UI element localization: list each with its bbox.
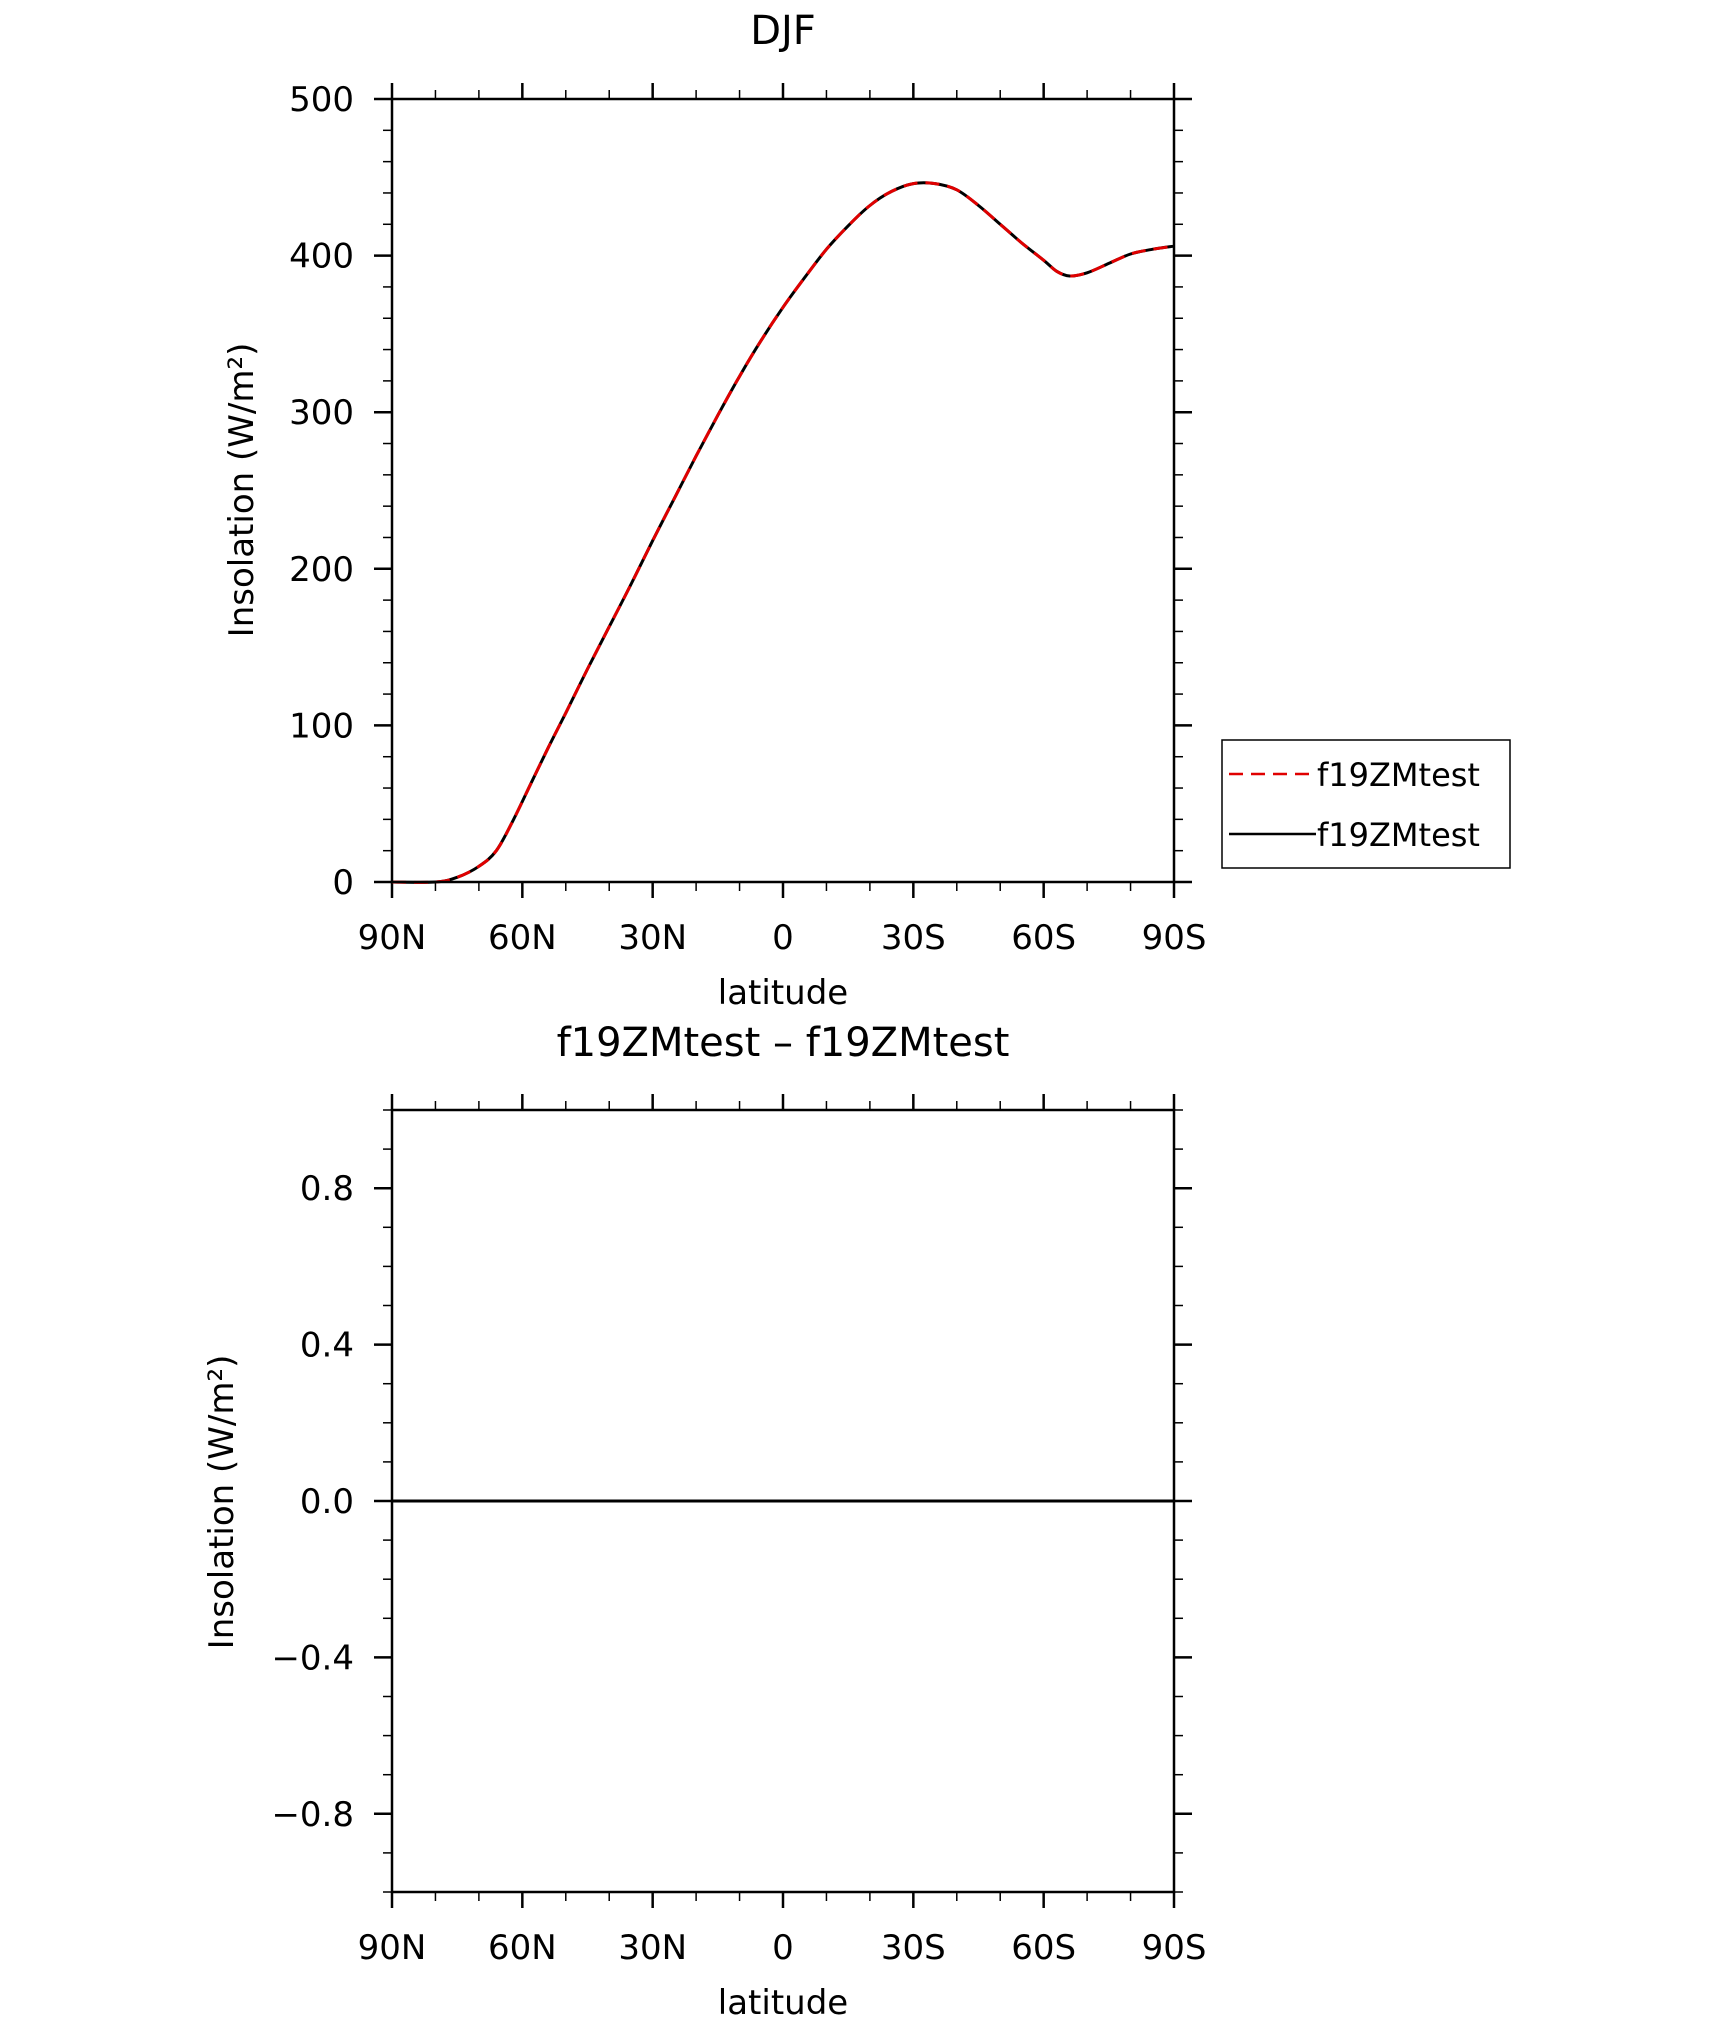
x-tick-label: 30S [881, 1928, 946, 1968]
tick-label-group: 90N 60N 30N 0 30S 60S 90S −0.8 −0.4 0.0 0.4 0.8 [271, 1169, 1206, 1968]
y-axis-label: Insolation (W/m²) [202, 1355, 242, 1650]
y-tick-label: 0.4 [300, 1326, 354, 1366]
x-axis-label: latitude [718, 1983, 848, 2021]
y-axis-label: Insolation (W/m²) [222, 343, 262, 638]
x-tick-label: 60N [488, 1928, 557, 1968]
x-tick-label: 60S [1011, 918, 1076, 958]
legend-label-f19zmtest-dashed: f19ZMtest [1317, 756, 1480, 794]
y-tick-label: 400 [289, 237, 354, 277]
chart-panel-djf: DJF Insolation (W/m²) latitude 90N 60N 30N… [222, 8, 1511, 1013]
legend-label-f19zmtest-solid: f19ZMtest [1317, 816, 1480, 854]
x-tick-label: 60S [1011, 1928, 1076, 1968]
x-tick-label: 90S [1142, 1928, 1207, 1968]
y-tick-label: −0.4 [271, 1638, 354, 1678]
y-tick-label: −0.8 [271, 1795, 354, 1835]
y-tick-label: 500 [289, 80, 354, 120]
tick-label-group: 90N 60N 30N 0 30S 60S 90S 0 100 200 300 400 500 [289, 80, 1206, 958]
series-group [391, 181, 1175, 884]
tick-group [374, 1094, 1192, 1908]
x-tick-label: 0 [772, 1928, 794, 1968]
x-tick-label: 90S [1142, 918, 1207, 958]
y-tick-label: 0.8 [300, 1169, 354, 1209]
y-tick-label: 300 [289, 393, 354, 433]
y-tick-label: 0 [332, 863, 354, 903]
series-line-solid [391, 181, 1175, 884]
y-tick-label: 200 [289, 550, 354, 590]
y-tick-label: 0.0 [300, 1482, 354, 1522]
x-tick-label: 90N [358, 918, 427, 958]
plot-frame [390, 1108, 1176, 1894]
x-tick-label: 30S [881, 918, 946, 958]
series-line-dashed [391, 181, 1175, 884]
tick-group [374, 83, 1192, 898]
legend: f19ZMtest f19ZMtest [1221, 739, 1511, 869]
chart-title: f19ZMtest – f19ZMtest [557, 1020, 1010, 1066]
chart-title: DJF [750, 8, 816, 54]
plot-frame [390, 97, 1176, 884]
chart-panel-difference: f19ZMtest – f19ZMtest Insolation (W/m²) … [202, 1020, 1206, 2021]
x-tick-label: 90N [358, 1928, 427, 1968]
x-axis-label: latitude [718, 973, 848, 1013]
y-tick-label: 100 [289, 706, 354, 746]
x-tick-label: 30N [618, 1928, 687, 1968]
legend-box [1221, 739, 1511, 869]
x-tick-label: 0 [772, 918, 794, 958]
x-tick-label: 60N [488, 918, 557, 958]
x-tick-label: 30N [618, 918, 687, 958]
